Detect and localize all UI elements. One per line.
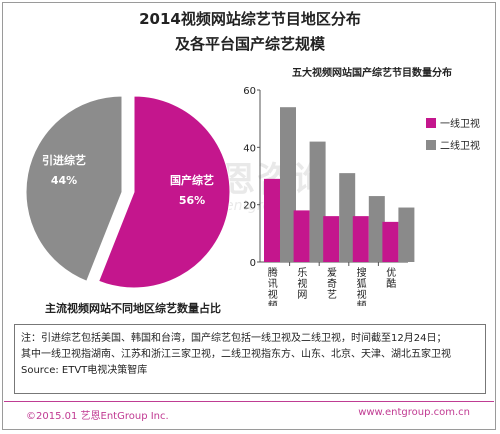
x-label-0-char-2: 视 xyxy=(268,288,278,301)
bar-0-0 xyxy=(264,178,280,262)
bar-1-0 xyxy=(280,107,296,262)
bar-chart: 0204060腾讯视频乐视网爱奇艺搜狐视频优酷一线卫视二线卫视 xyxy=(236,80,498,312)
bar-0-3 xyxy=(352,216,369,262)
x-label-4-char-1: 酷 xyxy=(386,278,396,290)
pie-svg: 国产综艺 56% 引进综艺 44% xyxy=(25,95,231,289)
chart-frame xyxy=(2,2,496,430)
x-label-2-char-1: 奇 xyxy=(327,277,337,290)
x-label-1-char-0: 乐 xyxy=(297,267,307,279)
x-label-4-char-0: 优 xyxy=(386,266,396,279)
note-line-1: 注：引进综艺包括美国、韩国和台湾，国产综艺包括一线卫视及二线卫视，时间截至12月… xyxy=(21,333,447,344)
y-tick-label-20: 20 xyxy=(243,201,256,212)
x-label-3-char-3: 频 xyxy=(357,299,367,306)
pie-label-percent-1: 44% xyxy=(51,174,77,187)
x-label-3-char-2: 视 xyxy=(357,288,367,301)
chart-title-line2: 及各平台国产综艺规模 xyxy=(174,35,325,53)
pie-label-name-0: 国产综艺 xyxy=(170,173,214,187)
x-label-0-char-0: 腾 xyxy=(268,266,278,279)
bar-1-4 xyxy=(398,207,415,262)
bar-0-2 xyxy=(323,216,340,262)
note-source: Source: ETVT电视决策智库 xyxy=(21,365,148,376)
bar-chart-title: 五大视频网站国产综艺节目数量分布 xyxy=(292,68,452,79)
pie-chart: 国产综艺 56% 引进综艺 44% xyxy=(14,88,244,298)
x-label-2-char-0: 爱 xyxy=(327,266,337,279)
bar-0-1 xyxy=(293,210,310,262)
x-label-1-char-1: 视 xyxy=(297,277,307,290)
x-label-3-char-0: 搜 xyxy=(357,266,367,279)
bar-1-1 xyxy=(309,141,326,262)
pie-caption: 主流视频网站不同地区综艺数量占比 xyxy=(45,302,221,315)
footer-copyright: ©2015.01 艺恩EntGroup Inc. xyxy=(26,411,169,422)
footer-website-link[interactable]: www.entgroup.com.cn xyxy=(358,407,470,418)
x-label-2-char-2: 艺 xyxy=(327,289,337,301)
bar-svg: 0204060腾讯视频乐视网爱奇艺搜狐视频优酷一线卫视二线卫视 xyxy=(243,86,480,312)
legend-label-1: 二线卫视 xyxy=(440,139,480,152)
legend-swatch-0 xyxy=(426,118,436,128)
legend-swatch-1 xyxy=(426,140,436,150)
x-label-1-char-2: 网 xyxy=(297,289,307,301)
pie-label-name-1: 引进综艺 xyxy=(42,153,86,167)
y-tick-label-0: 0 xyxy=(250,258,256,269)
pie-slice-1 xyxy=(25,95,123,282)
bar-1-2 xyxy=(339,173,356,262)
note-line-2: 其中一线卫视指湖南、江苏和浙江三家卫视，二线卫视指东方、山东、北京、天津、湖北五… xyxy=(21,349,451,360)
notes-box: 注：引进综艺包括美国、韩国和台湾，国产综艺包括一线卫视及二线卫视，时间截至12月… xyxy=(14,324,486,394)
legend-label-0: 一线卫视 xyxy=(440,117,480,130)
bar-1-3 xyxy=(368,196,385,262)
y-tick-label-40: 40 xyxy=(243,143,256,154)
chart-title-line1: 2014视频网站综艺节目地区分布 xyxy=(139,10,361,28)
x-label-0-char-3: 频 xyxy=(268,299,278,306)
footer-divider xyxy=(4,401,494,402)
y-tick-label-60: 60 xyxy=(243,86,256,97)
pie-slice-0 xyxy=(98,95,231,289)
bar-0-4 xyxy=(382,221,399,262)
x-label-0-char-1: 讯 xyxy=(268,278,278,290)
pie-label-percent-0: 56% xyxy=(179,194,205,207)
x-label-3-char-1: 狐 xyxy=(357,277,367,290)
